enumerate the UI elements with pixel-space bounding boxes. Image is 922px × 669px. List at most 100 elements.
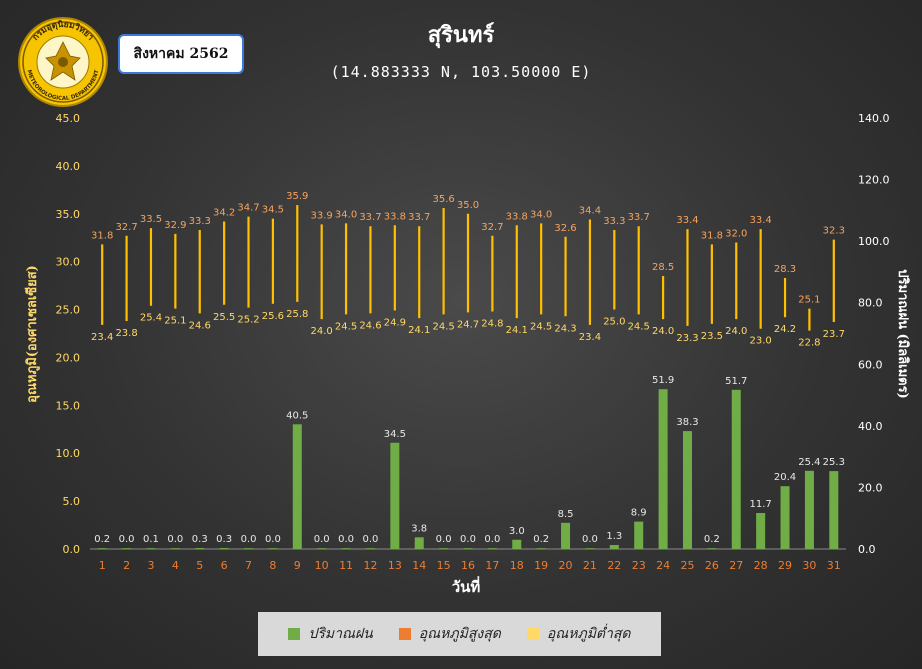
legend-swatch-rain: [288, 628, 301, 640]
rain-bar: [609, 544, 619, 549]
rain-data-label: 38.3: [676, 417, 698, 428]
y-tick-label-right: 120.0: [858, 174, 890, 187]
x-tick-label: 6: [221, 559, 228, 572]
rain-bar: [512, 539, 522, 549]
rain-data-label: 0.0: [460, 534, 476, 545]
tmax-data-label: 32.7: [481, 222, 503, 233]
x-axis-label: วันที่: [452, 576, 481, 596]
rain-bar: [195, 548, 205, 549]
tmax-data-label: 35.6: [432, 194, 454, 205]
tmax-data-label: 32.7: [115, 222, 137, 233]
legend-label-tmax: อุณหภูมิสูงสุด: [418, 626, 501, 642]
tmin-data-label: 25.4: [140, 313, 162, 324]
y-tick-label-right: 140.0: [858, 112, 890, 125]
rain-data-label: 0.0: [314, 534, 330, 545]
tmin-data-label: 24.1: [506, 325, 528, 336]
rain-bar: [146, 548, 156, 549]
tmax-data-label: 34.0: [530, 209, 552, 220]
tmax-data-label: 33.4: [676, 215, 698, 226]
y-tick-label-right: 100.0: [858, 235, 890, 248]
tmax-data-label: 33.5: [140, 214, 162, 225]
y-tick-label-left: 30.0: [56, 256, 81, 269]
tmin-data-label: 24.0: [652, 326, 674, 337]
tmin-data-label: 25.2: [237, 315, 259, 326]
x-tick-label: 9: [294, 559, 301, 572]
x-tick-label: 1: [99, 559, 106, 572]
tmax-data-label: 34.7: [237, 203, 259, 214]
tmin-data-label: 24.5: [432, 321, 454, 332]
tmin-data-label: 23.4: [91, 332, 113, 343]
meteorological-department-logo: กรมอุตุนิยมวิทยา METEOROLOGICAL DEPARTME…: [18, 17, 108, 107]
legend-label-tmin: อุณหภูมิต่ำสุด: [546, 626, 631, 642]
rain-bar: [634, 521, 644, 549]
tmax-data-label: 28.3: [774, 264, 796, 275]
y-tick-label-left: 25.0: [56, 304, 81, 317]
chart-axes: 0.05.010.015.020.025.030.035.040.045.00.…: [56, 112, 890, 572]
rain-data-label: 0.0: [241, 534, 257, 545]
rain-bar: [390, 442, 400, 549]
rain-data-label: 11.7: [750, 499, 772, 510]
rain-bar: [536, 548, 546, 549]
x-tick-label: 23: [632, 559, 646, 572]
rain-data-label: 0.2: [533, 534, 549, 545]
x-tick-label: 12: [363, 559, 377, 572]
tmin-data-label: 24.3: [554, 323, 576, 334]
tmax-data-label: 33.8: [506, 211, 528, 222]
rain-data-label: 0.0: [265, 534, 281, 545]
tmax-data-label: 33.9: [311, 210, 333, 221]
tmin-data-label: 23.7: [823, 329, 845, 340]
x-tick-label: 22: [607, 559, 621, 572]
y-tick-label-left: 40.0: [56, 160, 81, 173]
rain-bar: [439, 548, 449, 549]
tmin-data-label: 23.4: [579, 332, 601, 343]
tmin-data-label: 24.0: [725, 326, 747, 337]
legend-swatch-tmin: [526, 628, 539, 640]
x-tick-label: 24: [656, 559, 670, 572]
x-tick-label: 14: [412, 559, 426, 572]
tmin-data-label: 24.6: [359, 320, 381, 331]
tmin-data-label: 25.0: [603, 317, 625, 328]
rain-data-label: 25.4: [798, 457, 820, 468]
x-tick-label: 13: [388, 559, 402, 572]
tmax-data-label: 31.8: [701, 230, 723, 241]
tmax-data-label: 35.9: [286, 191, 308, 202]
rain-bar: [658, 389, 668, 549]
rain-data-label: 0.0: [484, 534, 500, 545]
tmin-data-label: 24.9: [384, 318, 406, 329]
tmax-data-label: 34.4: [579, 206, 601, 217]
rain-bar: [561, 522, 571, 549]
tmax-data-label: 33.3: [603, 216, 625, 227]
rain-data-label: 20.4: [774, 472, 796, 483]
tmin-data-label: 25.8: [286, 309, 308, 320]
tmax-data-label: 31.8: [91, 230, 113, 241]
rain-bar: [463, 548, 473, 549]
tmax-data-label: 33.7: [408, 212, 430, 223]
rain-data-label: 0.0: [338, 534, 354, 545]
rain-bar: [317, 548, 327, 549]
tmin-data-label: 24.5: [628, 321, 650, 332]
rain-bar: [292, 424, 302, 549]
rain-data-label: 0.1: [143, 534, 159, 545]
x-tick-label: 4: [172, 559, 179, 572]
tmax-data-label: 33.7: [359, 212, 381, 223]
rain-data-label: 0.0: [362, 534, 378, 545]
x-tick-label: 5: [196, 559, 203, 572]
tmax-data-label: 33.8: [384, 211, 406, 222]
tmin-data-label: 24.5: [530, 321, 552, 332]
x-tick-label: 27: [729, 559, 743, 572]
x-tick-label: 29: [778, 559, 792, 572]
rain-data-label: 0.2: [94, 534, 110, 545]
rain-bar: [122, 548, 132, 549]
rain-bar: [487, 548, 497, 549]
x-tick-label: 11: [339, 559, 353, 572]
rain-data-label: 0.0: [436, 534, 452, 545]
x-tick-label: 20: [559, 559, 573, 572]
rain-bar: [829, 471, 839, 549]
rain-bar: [585, 548, 595, 549]
x-tick-label: 25: [680, 559, 694, 572]
rain-data-label: 0.0: [167, 534, 183, 545]
tmax-data-label: 33.3: [189, 216, 211, 227]
x-tick-label: 28: [754, 559, 768, 572]
y-tick-label-left: 0.0: [63, 543, 81, 556]
